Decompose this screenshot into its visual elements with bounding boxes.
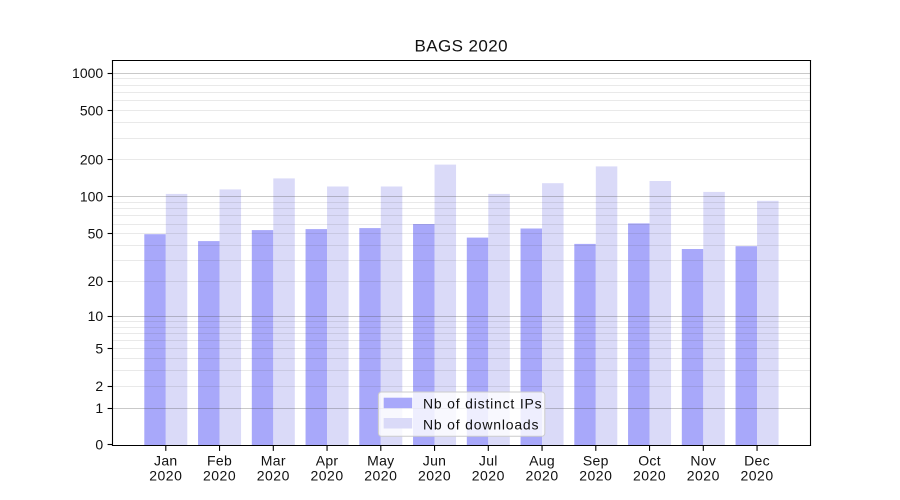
svg-text:100: 100 [80,189,104,205]
svg-text:2020: 2020 [633,468,666,484]
svg-text:0: 0 [95,437,103,453]
svg-text:1000: 1000 [72,65,103,81]
svg-text:Apr: Apr [316,452,339,468]
svg-text:2020: 2020 [740,468,773,484]
svg-text:May: May [367,452,394,468]
svg-text:20: 20 [88,273,104,289]
svg-text:Nov: Nov [690,452,716,468]
svg-text:2020: 2020 [687,468,720,484]
svg-text:Jun: Jun [423,452,446,468]
svg-text:Mar: Mar [261,452,286,468]
svg-text:Dec: Dec [744,452,770,468]
svg-text:10: 10 [88,308,104,324]
svg-text:BAGS 2020: BAGS 2020 [415,37,508,56]
svg-text:5: 5 [95,341,103,357]
svg-text:Oct: Oct [638,452,661,468]
svg-text:Sep: Sep [583,452,609,468]
svg-text:2020: 2020 [525,468,558,484]
svg-text:1: 1 [95,400,103,416]
svg-text:2: 2 [95,378,103,394]
svg-text:2020: 2020 [364,468,397,484]
svg-text:Feb: Feb [207,452,232,468]
svg-text:Jul: Jul [479,452,498,468]
svg-text:2020: 2020 [203,468,236,484]
svg-text:Aug: Aug [529,452,555,468]
svg-text:2020: 2020 [418,468,451,484]
svg-text:50: 50 [88,225,104,241]
svg-text:2020: 2020 [310,468,343,484]
svg-text:2020: 2020 [149,468,182,484]
svg-text:2020: 2020 [472,468,505,484]
svg-text:Nb of distinct IPs: Nb of distinct IPs [423,396,542,412]
svg-text:200: 200 [80,152,104,168]
svg-text:500: 500 [80,102,104,118]
svg-text:Jan: Jan [154,452,177,468]
svg-text:2020: 2020 [257,468,290,484]
svg-text:2020: 2020 [579,468,612,484]
svg-text:Nb of downloads: Nb of downloads [423,416,539,432]
